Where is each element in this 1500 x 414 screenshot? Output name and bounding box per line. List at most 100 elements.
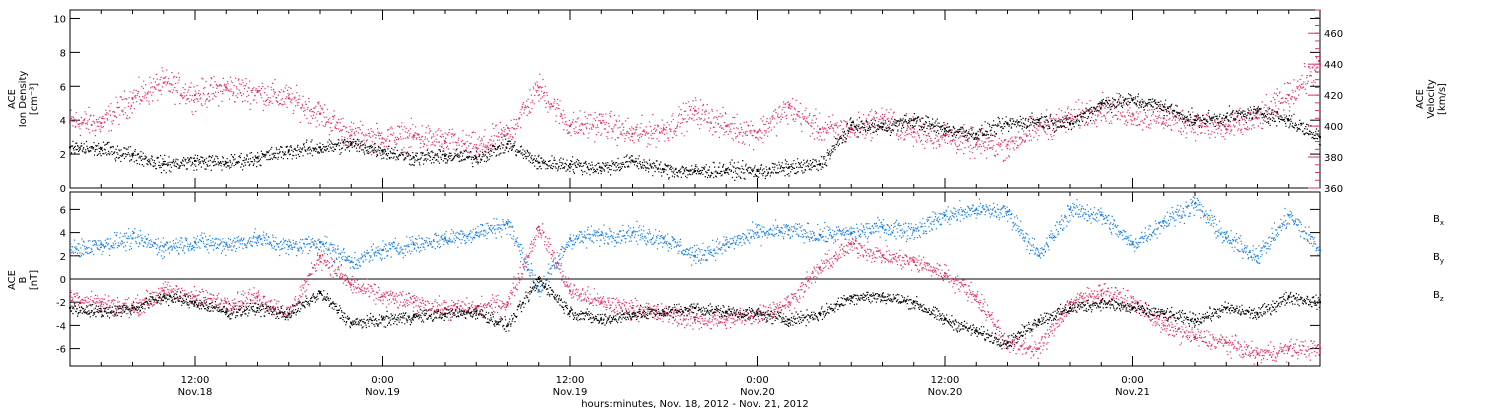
series-velocity-point [912, 131, 915, 134]
y-tick-label: 0 [60, 184, 66, 195]
series-density-point [662, 168, 665, 171]
series-bz-point [1256, 353, 1259, 356]
series-by-point [1131, 243, 1134, 246]
series-by-point [569, 237, 571, 240]
series-velocity-point [287, 97, 290, 100]
series-bz-point [944, 272, 946, 275]
series-velocity-point [662, 128, 665, 131]
series-bx-point [819, 312, 821, 315]
y2-tick-label: 420 [1324, 91, 1343, 102]
series-bx-point [69, 307, 71, 309]
series-by-point [100, 243, 103, 246]
y-tick-label: 8 [60, 48, 66, 59]
x-tick-time: 12:00 [556, 375, 585, 386]
series-by-point [256, 237, 259, 240]
series-density-point [569, 163, 571, 166]
series-bx-point [1069, 307, 1071, 309]
series-velocity-point [537, 86, 540, 89]
y2-tick-label: 440 [1324, 60, 1343, 71]
y-tick-label: -6 [56, 345, 66, 356]
series-velocity-point [631, 132, 634, 135]
series-velocity-point [1131, 112, 1134, 115]
y-tick-label: -2 [56, 298, 66, 309]
series-bx-point [975, 330, 978, 333]
series-by-point [756, 231, 759, 234]
series-velocity-scatter [70, 49, 1321, 162]
series-density-point [444, 154, 446, 157]
series-bx [69, 276, 1321, 350]
field-ylabel-line: B [18, 276, 29, 283]
series-bz-point [975, 295, 978, 298]
series-velocity-point [1100, 106, 1103, 109]
x-tick-time: 0:00 [1121, 375, 1143, 386]
series-density-point [1225, 115, 1228, 118]
series-by-point [319, 240, 321, 243]
series-density-point [1319, 136, 1321, 139]
density-ylabel: ACE Ion Density [cm⁻³] [7, 71, 40, 128]
series-by-point [194, 240, 196, 243]
y2-tick-label: 380 [1324, 153, 1343, 164]
series-bx-point [787, 318, 790, 321]
series-bz-point [1194, 336, 1196, 338]
series-by-point [69, 249, 71, 251]
series-bz-point [631, 307, 634, 309]
series-bz-point [1319, 347, 1321, 350]
series-by-point [725, 243, 728, 246]
series-velocity-point [1162, 117, 1165, 120]
series-velocity-point [444, 140, 446, 143]
series-by-point [162, 245, 165, 248]
series-bz-point [162, 289, 165, 292]
series-bz-point [569, 289, 571, 292]
series-bx-point [1006, 341, 1009, 344]
series-by-point [1225, 237, 1228, 240]
series-bx-point [600, 318, 603, 321]
series-by-point [975, 208, 978, 211]
density-ylabel-line: Ion Density [18, 71, 29, 128]
series-bx-scatter [70, 276, 1321, 350]
series-density-point [319, 146, 321, 149]
y-tick-label: 10 [53, 14, 66, 25]
series-bx-point [1037, 318, 1040, 321]
y2-tick-label: 360 [1324, 184, 1343, 195]
series-bx-point [131, 307, 134, 309]
series-bx-point [881, 295, 884, 298]
x-tick-time: 12:00 [931, 375, 960, 386]
series-bx-point [662, 310, 665, 313]
series-bz-point [881, 254, 884, 257]
velocity-ylabel-line: [km/s] [1437, 83, 1448, 115]
series-by-point [537, 289, 540, 292]
series-bz-point [912, 260, 915, 263]
series-bx-point [756, 312, 759, 315]
series-bx-point [725, 310, 728, 313]
series-velocity [69, 49, 1321, 162]
series-bx-point [475, 310, 478, 313]
density-ylabel-line: ACE [7, 89, 18, 109]
series-bz-point [506, 301, 509, 304]
y-tick-label: 6 [60, 82, 66, 93]
field-ylabel: ACE B [nT] [7, 270, 40, 290]
series-density-point [1162, 105, 1165, 108]
y-tick-label: 4 [60, 229, 66, 240]
series-by [69, 196, 1321, 298]
x-tick-date: Nov.19 [365, 387, 400, 398]
series-density-point [1006, 122, 1009, 125]
panel-density-right-axis: 360 380 400 420 440 460 [1308, 9, 1343, 195]
x-tick-time: 12:00 [181, 375, 210, 386]
series-density-point [287, 149, 290, 152]
series-bz-point [600, 301, 603, 304]
velocity-ylabel: ACE Velocity [km/s] [1415, 79, 1448, 118]
y2-tick-label: 400 [1324, 122, 1343, 133]
y-tick-label: 4 [60, 116, 66, 127]
series-bx-point [444, 312, 446, 315]
series-bx-point [569, 310, 571, 313]
series-velocity-point [1037, 125, 1040, 128]
series-bx-point [256, 307, 259, 309]
x-tick-date: Nov.19 [553, 387, 588, 398]
series-velocity-point [1287, 94, 1290, 97]
series-bx-point [850, 295, 853, 298]
y2-tick-label: 460 [1324, 29, 1343, 40]
series-velocity-point [600, 121, 603, 124]
velocity-ylabel-line: Velocity [1426, 79, 1437, 118]
series-by-point [506, 222, 509, 225]
